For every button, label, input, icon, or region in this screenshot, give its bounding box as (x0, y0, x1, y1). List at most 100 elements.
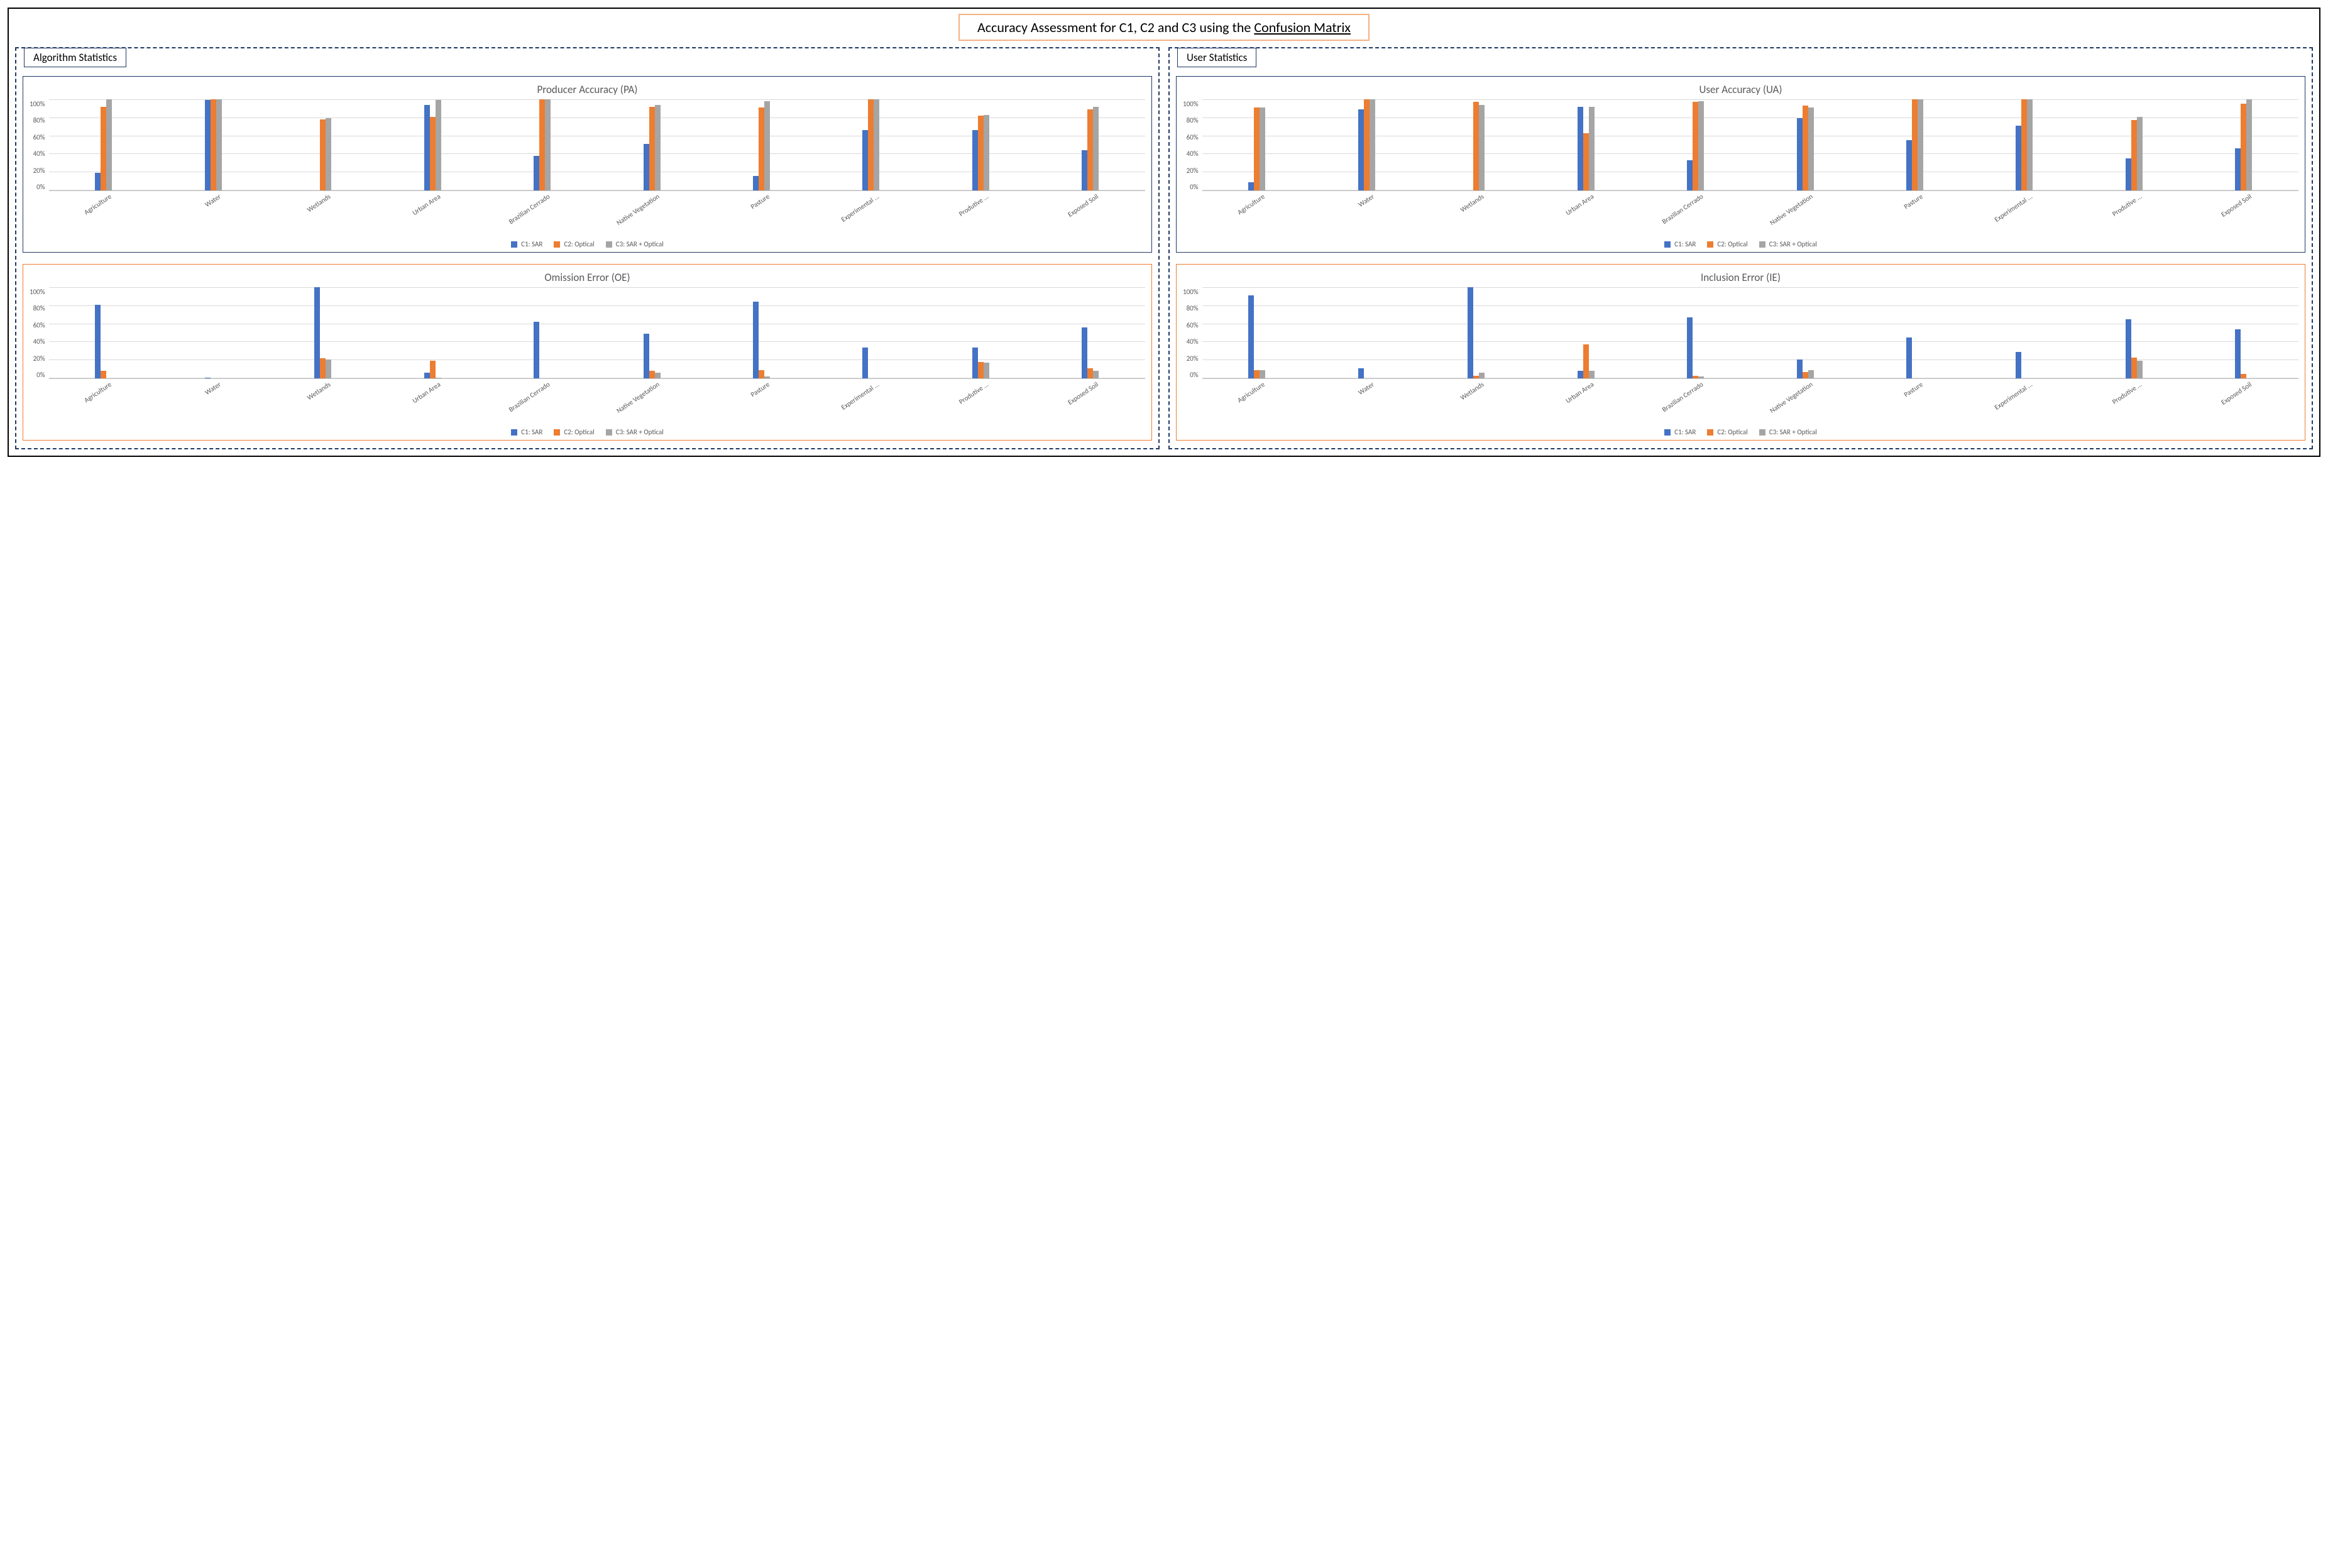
legend-swatch (606, 241, 612, 248)
bar (2241, 374, 2246, 378)
x-label: Agriculture (1236, 380, 1266, 404)
x-label: Water (204, 192, 222, 209)
bar (1087, 368, 1093, 378)
legend: C1: SAR C2: Optical C3: SAR + Optical (1183, 240, 2298, 248)
bar-group (753, 302, 770, 378)
bar (655, 373, 661, 378)
y-axis: 100%80%60%40%20%0% (30, 288, 49, 379)
x-axis: AgricultureWaterWetlandsUrban AreaBrazil… (1183, 380, 2298, 425)
bar (1687, 317, 1693, 378)
x-label: Native Vegetation (1769, 192, 1815, 227)
x-axis: AgricultureWaterWetlandsUrban AreaBrazil… (1183, 192, 2298, 238)
x-label: Brazilian Cerrado (1661, 192, 1705, 226)
bar (1578, 371, 1583, 378)
bar (1473, 376, 1479, 378)
x-label: Exposed Soil (2220, 380, 2253, 407)
x-label: Water (204, 380, 222, 397)
legend-swatch (1707, 429, 1713, 436)
bar-group (534, 322, 551, 378)
y-tick: 0% (36, 183, 45, 191)
y-tick: 20% (1187, 167, 1199, 175)
bar (1358, 109, 1364, 190)
y-tick: 80% (1187, 304, 1199, 312)
bar (764, 376, 770, 378)
bar (868, 99, 874, 190)
bar-group (95, 99, 112, 190)
x-label: Wetlands (305, 380, 332, 402)
bar (430, 361, 436, 378)
left-section-label: Algorithm Statistics (24, 48, 126, 67)
x-label: Wetlands (305, 192, 332, 214)
bar (320, 119, 326, 190)
x-label: Native Vegetation (1769, 380, 1815, 415)
bar (759, 107, 764, 190)
y-tick: 60% (33, 321, 45, 329)
bar-group (1906, 337, 1923, 378)
y-tick: 40% (1187, 337, 1199, 346)
y-tick: 20% (33, 354, 45, 363)
bar-group (1797, 359, 1814, 378)
x-label: Exposed Soil (1067, 192, 1100, 219)
bar (1248, 182, 1254, 190)
bar (1093, 371, 1099, 378)
bar-group (2126, 117, 2143, 190)
y-tick: 40% (33, 150, 45, 158)
bar (2016, 352, 2021, 378)
y-tick: 100% (30, 100, 45, 108)
bar (753, 176, 759, 190)
bar (534, 322, 539, 378)
x-label: Brazilian Cerrado (507, 192, 551, 226)
bar (2027, 99, 2033, 190)
bar-groups (49, 288, 1145, 378)
legend-label: C2: Optical (1717, 240, 1747, 248)
bar (2131, 358, 2137, 378)
y-axis: 100%80%60%40%20%0% (1183, 288, 1202, 379)
bar (2126, 319, 2131, 378)
bar (2016, 126, 2021, 190)
bar (644, 334, 649, 378)
bar (1370, 99, 1375, 190)
bar (1260, 107, 1265, 190)
legend-label: C3: SAR + Optical (1769, 240, 1817, 248)
right-section-label: User Statistics (1177, 48, 1256, 67)
y-tick: 20% (1187, 354, 1199, 363)
y-tick: 80% (33, 116, 45, 124)
legend-swatch (606, 429, 612, 436)
x-label: Agriculture (82, 192, 113, 216)
plot-area (1202, 288, 2298, 379)
legend-item: C1: SAR (1664, 240, 1696, 248)
y-tick: 80% (33, 304, 45, 312)
bar-group (644, 105, 661, 190)
bar (649, 371, 655, 378)
bar-group (1082, 327, 1099, 378)
bar-group (862, 99, 879, 190)
bar (545, 99, 551, 190)
bar (1254, 107, 1260, 190)
legend: C1: SARC2: OpticalC3: SAR + Optical (1183, 428, 2298, 436)
bar-group (862, 348, 879, 378)
y-tick: 60% (1187, 133, 1199, 141)
plot-area (1202, 100, 2298, 191)
chart-title: User Accuracy (UA) (1183, 82, 2298, 100)
x-label: Experimental ... (1993, 192, 2034, 224)
bar (1583, 344, 1589, 378)
x-label: Agriculture (82, 380, 113, 404)
bar (649, 107, 655, 190)
legend-item: C1: SAR (511, 240, 542, 248)
bar (205, 100, 211, 190)
legend-label: C1: SAR (521, 428, 542, 436)
bar (874, 99, 879, 190)
legend: C1: SARC2: OpticalC3: SAR + Optical (30, 240, 1145, 248)
x-axis: AgricultureWaterWetlandsUrban AreaBrazil… (30, 380, 1145, 425)
legend-item: C2: Optical (554, 428, 594, 436)
x-axis: AgricultureWaterWetlandsUrban AreaBrazil… (30, 192, 1145, 238)
legend-swatch (1664, 429, 1671, 436)
bar (1082, 150, 1087, 190)
bar (862, 130, 868, 190)
bar-group (753, 101, 770, 190)
bar (984, 363, 989, 378)
legend-item: C3: SAR + Optical (1759, 428, 1817, 436)
legend-item: C2: Optical (554, 240, 594, 248)
columns: Algorithm Statistics Producer Accuracy (… (15, 47, 2313, 449)
y-tick: 80% (1187, 116, 1199, 124)
